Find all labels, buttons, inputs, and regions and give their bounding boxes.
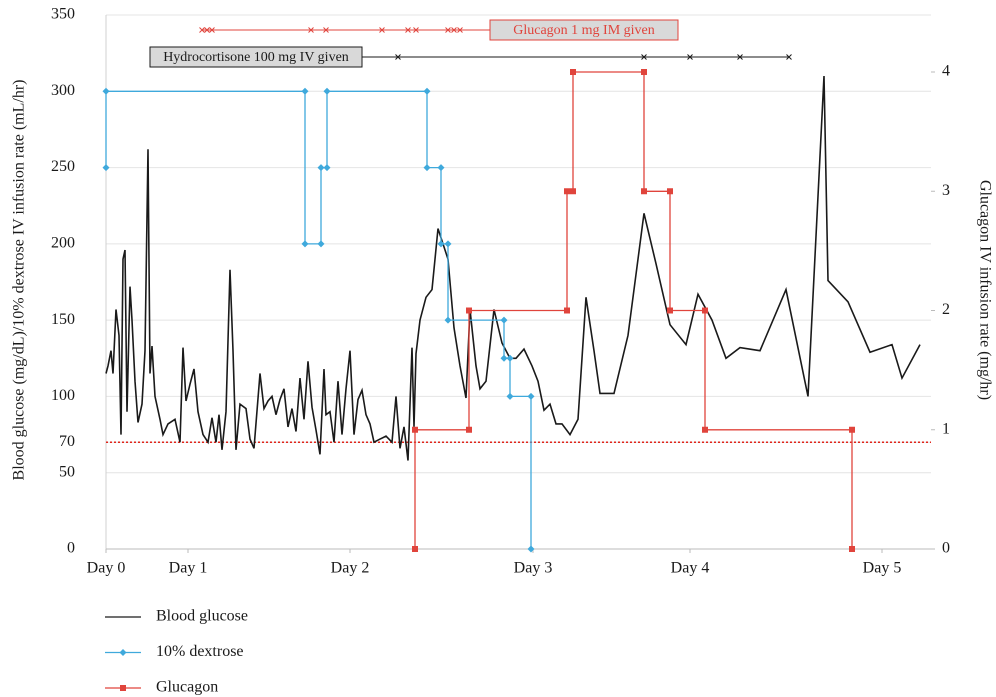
data-point [466, 307, 472, 314]
y-tick-label: 350 [51, 6, 75, 23]
event-marker [379, 27, 385, 33]
data-point [849, 546, 855, 552]
data-point [423, 164, 431, 172]
legend-label: Glucagon [156, 679, 218, 696]
event-marker [457, 27, 463, 33]
event-marker [395, 54, 401, 60]
x-tick-label: Day 1 [169, 560, 208, 577]
event-marker [199, 27, 205, 33]
data-point [564, 188, 570, 195]
y2-tick-label: 4 [942, 63, 950, 80]
x-tick-label: Day 4 [671, 560, 710, 577]
data-point [437, 164, 445, 172]
data-point [466, 426, 472, 433]
y-tick-label: 0 [67, 540, 75, 557]
data-point [641, 69, 647, 76]
data-point [506, 354, 514, 362]
data-point [423, 87, 431, 95]
event-marker [204, 27, 210, 33]
event-marker [413, 27, 419, 33]
y2-tick-label: 0 [942, 540, 950, 557]
x-tick-label: Day 3 [514, 560, 553, 577]
data-point [527, 392, 535, 400]
data-point [444, 240, 452, 248]
legend-marker [120, 685, 126, 691]
data-point [323, 164, 331, 172]
data-point [102, 164, 110, 172]
event-marker [641, 54, 647, 60]
data-point [849, 426, 855, 433]
data-point [301, 87, 309, 95]
data-point [317, 164, 325, 172]
data-point [570, 188, 576, 195]
event-marker [737, 54, 743, 60]
y2-axis-label: Glucagon IV infusion rate (mg/hr) [976, 180, 993, 400]
data-point [412, 426, 418, 433]
data-point [506, 392, 514, 400]
event-marker [323, 27, 329, 33]
data-point [301, 240, 309, 248]
event-marker [445, 27, 451, 33]
y-tick-label: 50 [59, 463, 75, 480]
data-point [437, 240, 445, 248]
legend-label: 10% dextrose [156, 643, 244, 660]
data-point [500, 316, 508, 324]
data-point [570, 69, 576, 76]
annotation-box [149, 46, 363, 68]
data-point [641, 188, 647, 195]
legend-marker [119, 649, 127, 656]
x-tick-label: Day 2 [331, 560, 370, 577]
data-point [444, 316, 452, 324]
series-line [414, 71, 853, 549]
y-tick-label: 200 [51, 235, 75, 252]
y-tick-label: 300 [51, 82, 75, 99]
y-tick-label: 70 [59, 433, 75, 450]
data-point [702, 307, 708, 314]
event-marker [405, 27, 411, 33]
data-point [323, 87, 331, 95]
y2-tick-label: 1 [942, 420, 950, 437]
annotation-box [489, 19, 679, 41]
event-marker [687, 54, 693, 60]
event-marker [786, 54, 792, 60]
x-tick-label: Day 5 [863, 560, 902, 577]
data-point [500, 354, 508, 362]
event-marker [209, 27, 215, 33]
data-point [667, 307, 673, 314]
y-axis-label: Blood glucose (mg/dL)/10% dextrose IV in… [11, 80, 28, 481]
data-point [564, 307, 570, 314]
y-tick-label: 150 [51, 311, 75, 328]
series-line [105, 75, 921, 461]
annotation-text: Glucagon 1 mg IM given [513, 23, 655, 38]
data-point [102, 87, 110, 95]
event-marker [308, 27, 314, 33]
legend-label: Blood glucose [156, 608, 248, 625]
y-tick-label: 250 [51, 158, 75, 175]
data-point [412, 546, 418, 552]
data-point [317, 240, 325, 248]
event-marker [451, 27, 457, 33]
data-point [527, 545, 535, 553]
data-point [667, 188, 673, 195]
y2-tick-label: 2 [942, 301, 950, 318]
x-tick-label: Day 0 [87, 560, 126, 577]
y-tick-label: 100 [51, 387, 75, 404]
data-point [702, 426, 708, 433]
annotation-text: Hydrocortisone 100 mg IV given [163, 50, 349, 65]
y2-tick-label: 3 [942, 182, 950, 199]
